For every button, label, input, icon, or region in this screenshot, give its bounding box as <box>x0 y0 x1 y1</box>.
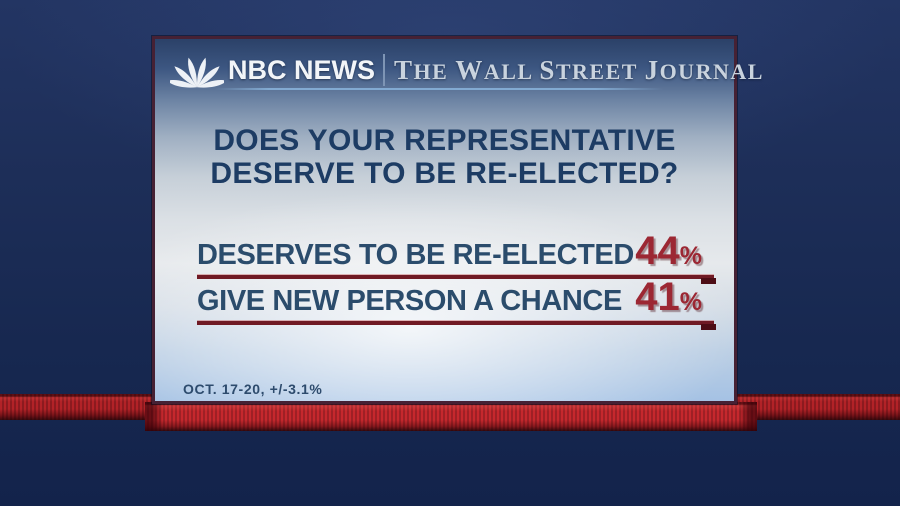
nbc-logo-text: NBC NEWS <box>228 54 375 85</box>
result-value: 41% <box>635 277 702 317</box>
result-underline <box>197 275 716 284</box>
result-line: GIVE NEW PERSON A CHANCE 41% <box>197 277 714 317</box>
result-row: GIVE NEW PERSON A CHANCE 41% <box>197 277 716 330</box>
percent-sign: % <box>679 242 702 270</box>
poll-question: DOES YOUR REPRESENTATIVE DESERVE TO BE R… <box>155 124 734 190</box>
brand-underline <box>215 88 663 90</box>
result-line: DESERVES TO BE RE-ELECTED 44% <box>197 231 714 271</box>
wsj-logo-text: THE WALL STREET JOURNAL <box>394 54 764 85</box>
logo-divider <box>383 54 385 86</box>
result-label: DESERVES TO BE RE-ELECTED <box>197 239 634 271</box>
poll-footnote: OCT. 17-20, +/-3.1% <box>183 381 323 397</box>
brand-bar: NBC NEWS THE WALL STREET JOURNAL <box>155 49 762 91</box>
result-value: 44% <box>635 231 702 271</box>
red-pedestal <box>145 402 757 431</box>
poll-panel: NBC NEWS THE WALL STREET JOURNAL DOES YO… <box>152 36 762 404</box>
poll-question-line-1: DOES YOUR REPRESENTATIVE <box>213 124 676 157</box>
poll-question-line-2: DESERVE TO BE RE-ELECTED? <box>210 157 679 190</box>
result-number: 44 <box>635 229 680 273</box>
result-underline <box>197 321 716 330</box>
result-row: DESERVES TO BE RE-ELECTED 44% <box>197 231 716 284</box>
nbc-peacock-icon <box>170 57 224 88</box>
percent-sign: % <box>679 288 702 316</box>
result-number: 41 <box>635 275 680 319</box>
result-label: GIVE NEW PERSON A CHANCE <box>197 285 622 317</box>
